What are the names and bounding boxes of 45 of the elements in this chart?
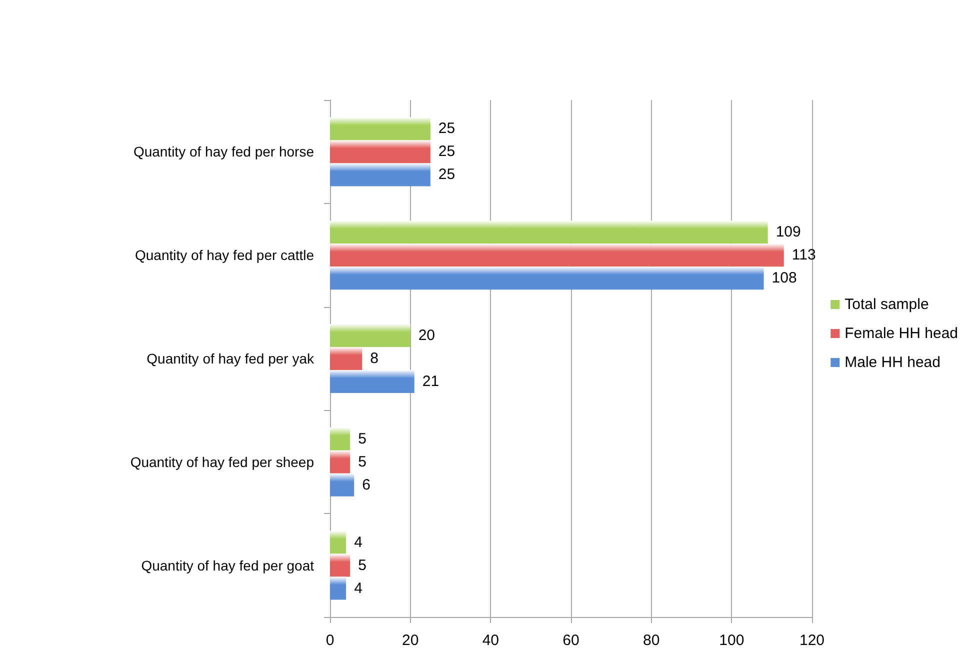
legend-label: Total sample [844,296,929,313]
x-tick-label: 0 [326,632,334,649]
data-label: 25 [438,166,456,184]
x-tick-label: 120 [799,632,825,649]
bar [330,370,414,393]
data-label: 109 [776,224,801,241]
bar [330,554,350,577]
data-label: 113 [792,246,816,264]
bar [330,450,350,474]
legend-label: Female HH head [844,325,958,342]
x-tick-label: 80 [642,632,660,649]
bar [330,117,430,140]
data-label: 25 [438,143,456,160]
bar [330,163,430,186]
bar [330,473,354,496]
data-label: 108 [772,270,797,287]
data-label: 4 [354,580,362,597]
bar [330,140,430,164]
y-tick-label: Quantity of hay fed per yak [146,350,315,366]
y-tick-label: Quantity of hay fed per sheep [130,454,314,470]
data-label: 21 [422,373,440,390]
bar [330,266,764,290]
bar [330,576,346,600]
bar [330,220,768,244]
bar [330,427,350,450]
data-label: 25 [438,120,456,138]
data-label: 20 [418,327,436,344]
bar [330,347,362,370]
bar [330,530,346,554]
data-label: 5 [358,430,366,448]
y-tick-label: Quantity of hay fed per goat [141,557,314,574]
bar [330,324,410,347]
data-label: 5 [358,556,366,574]
x-tick-label: 60 [562,632,580,649]
data-label: 6 [362,476,370,494]
bar [330,244,784,267]
data-label: 4 [354,534,362,551]
x-tick-label: 40 [482,632,500,649]
x-tick-label: 100 [719,632,744,649]
y-tick-label: Quantity of hay fed per cattle [135,247,314,264]
y-tick-label: Quantity of hay fed per horse [133,144,314,160]
legend-label: Male HH head [844,354,941,371]
data-label: 8 [370,350,378,367]
data-label: 5 [358,453,366,470]
x-tick-label: 20 [402,632,419,649]
